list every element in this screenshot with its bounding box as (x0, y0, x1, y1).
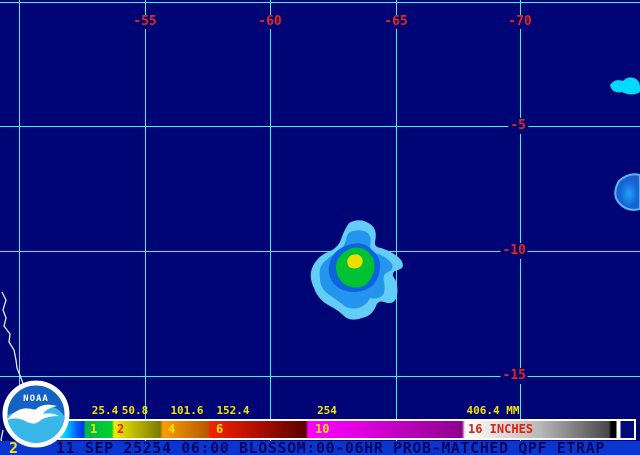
colorbar-mm-label: 101.6 (170, 404, 204, 417)
caption-text: 11 SEP 25254 06:00 BLOSSOM:00-06HR PROB-… (56, 439, 605, 455)
parallel-line (0, 376, 640, 377)
colorbar-inch-label: 6 (216, 422, 224, 436)
colorbar-mm-label: 406.4 MM (466, 404, 520, 417)
colorbar-mm-label: 25.4 (91, 404, 119, 417)
meridian-line (145, 0, 146, 441)
longitude-label: -70 (506, 14, 534, 29)
colorbar-gradient (60, 421, 630, 438)
storm-cell-main (306, 220, 403, 320)
latitude-label: -15 (500, 368, 528, 384)
noaa-logo-text: NOAA (23, 394, 49, 404)
colorbar-mm-label: 254 (317, 404, 337, 417)
colorbar-tick-labels: 25.4 50.8 101.6 152.4 254 406.4 MM (0, 404, 640, 418)
colorbar-inch-label: 4 (168, 422, 176, 436)
storm-cell-upper-right (610, 77, 640, 95)
colorbar-inch-label: 16 INCHES (468, 422, 534, 436)
meridian-line (520, 0, 521, 441)
longitude-label: -55 (131, 14, 159, 29)
colorbar-mm-label: 152.4 (216, 404, 250, 417)
colorbar-inch-label: 10 (315, 422, 330, 436)
storm-cell-right-edge (614, 173, 640, 211)
colorbar-inch-label: 1 (90, 422, 98, 436)
parallel-line (0, 126, 640, 127)
colorbar-inch-label: 2 (117, 422, 125, 436)
longitude-label: -65 (382, 14, 410, 29)
stray-scale-digit: 2 (9, 439, 19, 455)
caption-bar: 11 SEP 25254 06:00 BLOSSOM:00-06HR PROB-… (0, 441, 640, 455)
coastline (1, 291, 25, 387)
noaa-logo: NOAA (2, 380, 70, 448)
meridian-line (396, 0, 397, 441)
longitude-label: -60 (256, 14, 284, 29)
meridian-line (270, 0, 271, 441)
colorbar-frame: 1 2 4 6 10 16 INCHES (58, 419, 636, 440)
colorbar-mm-label: 50.8 (121, 404, 149, 417)
noaa-logo-gull (7, 404, 59, 424)
latitude-label: -10 (500, 243, 528, 259)
parallel-line (0, 2, 640, 3)
latitude-label: -5 (508, 118, 528, 134)
meridian-line (19, 0, 20, 441)
